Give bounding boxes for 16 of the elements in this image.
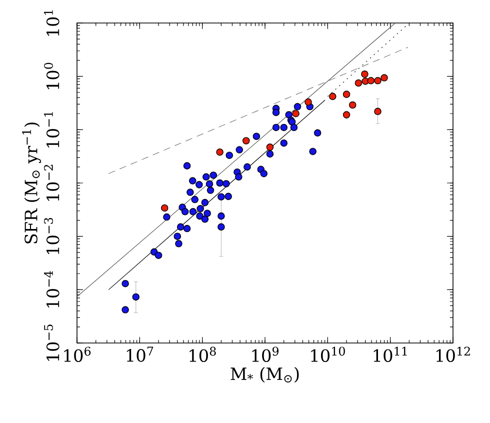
y-tick-label: 10$^{−4}$: [44, 270, 60, 308]
x-tick-label: 10$^{10}$: [311, 346, 345, 362]
x-tick-label: 10$^{12}$: [436, 346, 470, 362]
y-tick-label: 10$^{−2}$: [44, 164, 60, 201]
y-tick-label: 10$^{−5}$: [44, 324, 60, 361]
x-tick-label: 10$^{11}$: [374, 346, 407, 362]
x-tick-label: 10$^{7}$: [126, 346, 154, 362]
y-tick-label: 10$^{−1}$: [44, 112, 60, 148]
y-tick-label: 10$^{0}$: [44, 62, 60, 90]
x-axis-title: M$_{*}$ (M$_{⊙}$): [230, 367, 299, 383]
x-tick-label: 10$^{9}$: [252, 346, 279, 362]
y-tick-label: 10$^{−3}$: [44, 218, 60, 254]
y-tick-label: 10$^{1}$: [44, 10, 60, 36]
x-tick-label: 10$^{8}$: [190, 346, 216, 362]
y-axis-title: SFR (M$_{⊙}$ yr$^{−1}$): [22, 122, 41, 244]
x-tick-label: 10$^{6}$: [64, 346, 91, 362]
